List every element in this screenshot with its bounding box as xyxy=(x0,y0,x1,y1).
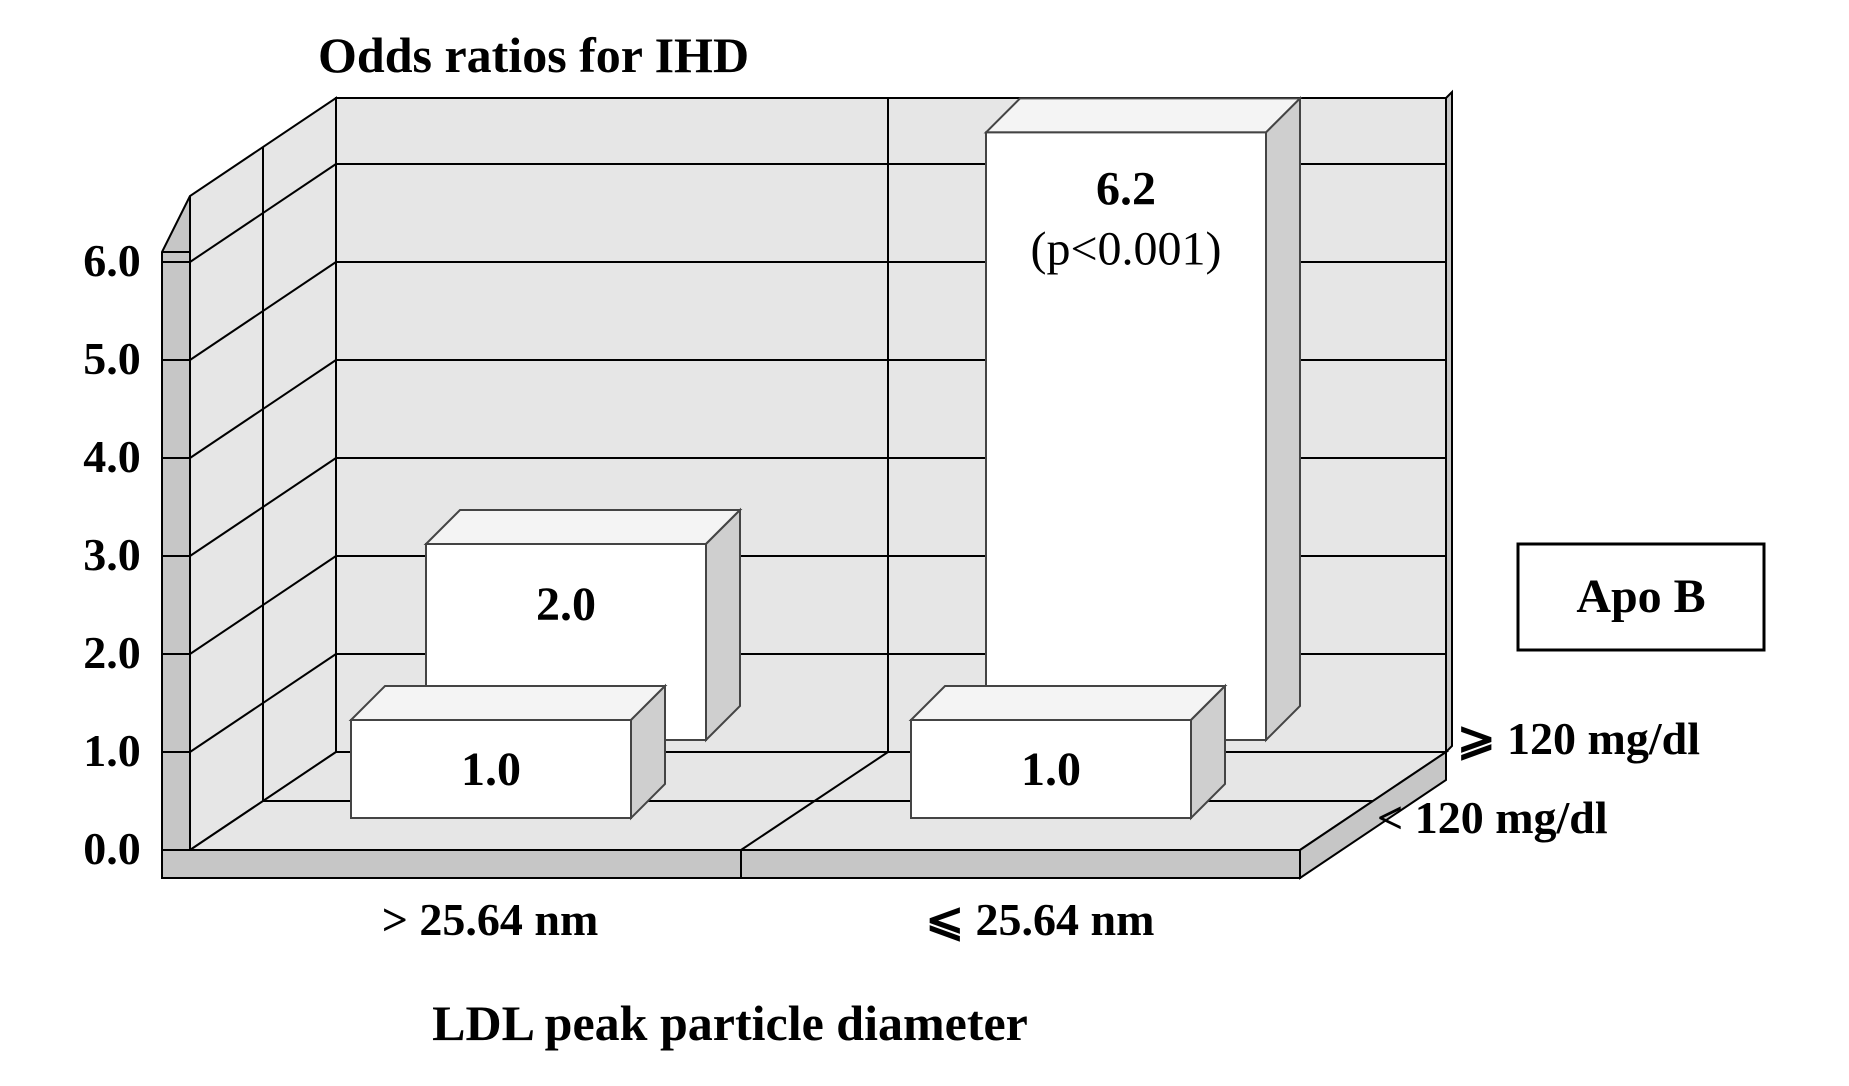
y-tick-label-1: 1.0 xyxy=(83,725,141,776)
bar-face-s0-c0 xyxy=(350,719,632,819)
gridline-left-2 xyxy=(189,555,337,655)
y-tick-label-6: 6.0 xyxy=(83,235,141,286)
bar-s0-c1: 1.0 xyxy=(908,683,1228,821)
y-tick-label-3: 3.0 xyxy=(83,529,141,580)
floor-edge xyxy=(161,849,1301,879)
floor-right-edge xyxy=(1299,750,1447,880)
bar-s0-c0: 1.0 xyxy=(348,683,668,821)
bar-side-s1-c1 xyxy=(1265,95,1301,743)
gridline-left-3 xyxy=(189,457,337,557)
bar-face-s0-c1 xyxy=(910,719,1192,819)
series-label-0: < 120 mg/dl xyxy=(1377,792,1608,843)
bar-value-label-s1-c1: 6.2 xyxy=(1096,162,1156,215)
bar-top-s0-c1 xyxy=(908,685,1228,721)
gridline-left-6 xyxy=(189,163,337,263)
legend-title: Apo B xyxy=(1576,570,1705,623)
y-tick-label-5: 5.0 xyxy=(83,333,141,384)
bar-side-s1-c0 xyxy=(705,507,741,743)
bar-value-label-s0-c0: 1.0 xyxy=(461,743,521,796)
bar-top-s0-c0 xyxy=(348,685,668,721)
x-tick-label-0: > 25.64 nm xyxy=(382,894,599,945)
bar-annotation-0: (p<0.001) xyxy=(1030,222,1221,275)
chart-title: Odds ratios for IHD xyxy=(318,27,749,83)
gridline-left-1 xyxy=(189,653,337,753)
back-wall-right-edge xyxy=(1445,89,1453,755)
bar-face-s1-c1 xyxy=(985,131,1267,741)
bar-value-label-s1-c0: 2.0 xyxy=(536,578,596,631)
x-tick-label-1: ⩽ 25.64 nm xyxy=(926,894,1155,945)
bar-value-label-s0-c1: 1.0 xyxy=(1021,743,1081,796)
gridline-left-5 xyxy=(189,261,337,361)
gridline-left-4 xyxy=(189,359,337,459)
bar-top-s1-c0 xyxy=(423,509,743,545)
bar-top-s1-c1 xyxy=(983,97,1303,134)
bars: 2.0 6.2 (p<0.001) 1.0 1.0 xyxy=(348,95,1303,821)
series-label-1: ⩾ 120 mg/dl xyxy=(1457,713,1700,764)
y-tick-label-4: 4.0 xyxy=(83,431,141,482)
x-axis-title: LDL peak particle diameter xyxy=(432,995,1028,1051)
y-tick-label-2: 2.0 xyxy=(83,627,141,678)
y-tick-label-0: 0.0 xyxy=(83,823,141,874)
legend-box xyxy=(1516,542,1766,652)
y-axis-ticks: 0.0 1.0 2.0 3.0 4.0 5.0 6.0 xyxy=(83,235,141,874)
bar-s1-c1: 6.2 (p<0.001) xyxy=(983,95,1303,743)
